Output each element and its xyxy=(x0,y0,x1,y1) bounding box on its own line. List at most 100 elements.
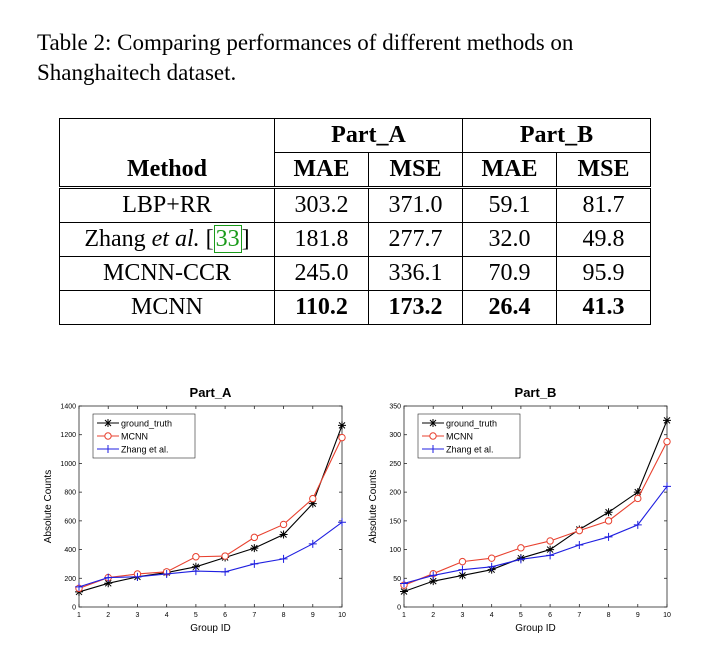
asterisk-marker xyxy=(604,508,613,517)
data-point xyxy=(75,582,83,591)
data-point xyxy=(279,530,288,539)
plus-marker xyxy=(104,573,113,582)
plus-marker xyxy=(250,559,259,568)
x-tick-label: 9 xyxy=(636,612,640,619)
data-point xyxy=(308,499,317,508)
x-tick-label: 8 xyxy=(282,612,286,619)
data-point xyxy=(338,421,346,430)
asterisk-marker xyxy=(308,499,317,508)
group-header-part-a: Part_A xyxy=(274,118,463,153)
x-tick-label: 7 xyxy=(252,612,256,619)
data-point xyxy=(250,544,259,553)
table-row: LBP+RR 303.2 371.0 59.1 81.7 xyxy=(59,186,651,223)
value-cell: 81.7 xyxy=(556,186,651,223)
legend-label: Zhang et al. xyxy=(121,445,169,455)
y-axis-label: Absolute Counts xyxy=(43,470,54,543)
x-tick-label: 10 xyxy=(663,612,671,619)
method-column-header: Method xyxy=(59,152,275,188)
legend-label: ground_truth xyxy=(121,419,172,429)
y-tick-label: 350 xyxy=(389,404,401,411)
y-axis-label: Absolute Counts xyxy=(368,470,379,543)
chart-part-a: Part_A 1 2 3 4 5 6 7 8 9 10 0 200 400 600 800 1000 1200 14… xyxy=(43,385,346,634)
method-cell: MCNN-CCR xyxy=(59,256,275,291)
y-tick-label: 150 xyxy=(389,518,401,525)
y-tick-label: 200 xyxy=(389,490,401,497)
plus-marker xyxy=(221,567,230,576)
x-tick-label: 7 xyxy=(577,612,581,619)
asterisk-marker xyxy=(191,562,200,571)
asterisk-marker xyxy=(104,579,113,588)
y-tick-label: 100 xyxy=(389,547,401,554)
value-cell: 59.1 xyxy=(462,186,557,223)
value-cell: 245.0 xyxy=(274,256,369,291)
legend-marker xyxy=(429,419,437,427)
metric-header-a-mae: MAE xyxy=(274,152,369,188)
asterisk-marker xyxy=(250,544,259,553)
y-tick-label: 50 xyxy=(393,576,401,583)
data-point xyxy=(338,518,346,527)
series-line xyxy=(403,486,668,584)
plus-marker xyxy=(575,540,584,549)
x-tick-label: 8 xyxy=(607,612,611,619)
x-axis-label: Group ID xyxy=(190,623,231,634)
plus-marker xyxy=(604,532,613,541)
plus-marker xyxy=(133,572,142,581)
asterisk-marker xyxy=(400,587,408,596)
method-name-text: Zhang xyxy=(84,226,152,252)
legend-marker xyxy=(429,445,437,453)
data-point xyxy=(221,567,230,576)
x-tick-label: 3 xyxy=(460,612,464,619)
table-corner-cell xyxy=(59,118,275,153)
data-point xyxy=(604,532,613,541)
data-point xyxy=(663,437,671,446)
circle-marker xyxy=(309,494,317,503)
method-cell: Zhang et al. [33] xyxy=(59,222,275,257)
data-point xyxy=(133,572,142,581)
series-line xyxy=(78,425,343,593)
data-point xyxy=(458,571,467,580)
legend-label: MCNN xyxy=(121,432,148,442)
circle-marker xyxy=(487,554,496,562)
citation-link[interactable]: 33 xyxy=(213,225,242,253)
y-tick-label: 0 xyxy=(397,605,401,612)
method-cell: LBP+RR xyxy=(59,186,275,223)
method-etal-text: et al. xyxy=(151,226,200,252)
circle-marker xyxy=(663,437,671,446)
asterisk-marker xyxy=(429,419,437,427)
plus-marker xyxy=(487,562,496,571)
plus-marker xyxy=(104,445,112,453)
data-point xyxy=(634,494,642,503)
y-tick-label: 800 xyxy=(64,490,76,497)
asterisk-marker xyxy=(338,421,346,430)
plus-marker xyxy=(338,518,346,527)
data-point xyxy=(633,488,642,497)
data-point xyxy=(546,551,555,560)
circle-marker xyxy=(279,520,288,529)
table-row: Zhang et al. [33] 181.8 277.7 32.0 49.8 xyxy=(59,222,651,257)
value-cell: 110.2 xyxy=(274,290,369,325)
value-cell: 32.0 xyxy=(462,222,557,257)
y-tick-label: 1000 xyxy=(60,461,76,468)
plus-marker xyxy=(633,520,642,529)
data-point xyxy=(309,494,317,503)
table-row: MCNN 110.2 173.2 26.4 41.3 xyxy=(59,290,651,325)
legend-marker xyxy=(104,445,112,453)
asterisk-marker xyxy=(104,419,112,427)
data-point xyxy=(308,539,317,548)
legend-marker xyxy=(104,419,112,427)
chart-part-a-container: Part_A 1 2 3 4 5 6 7 8 9 10 0 200 400 600 800 1000 1200 14… xyxy=(30,380,355,650)
x-tick-label: 9 xyxy=(311,612,315,619)
value-cell: 26.4 xyxy=(462,290,557,325)
circle-marker xyxy=(429,432,437,440)
data-point xyxy=(279,554,288,563)
data-point xyxy=(575,540,584,549)
data-point xyxy=(517,544,525,552)
chart-title: Part_A xyxy=(190,385,233,400)
y-tick-label: 600 xyxy=(64,518,76,525)
asterisk-marker xyxy=(429,577,438,586)
value-cell: 49.8 xyxy=(556,222,651,257)
chart-title: Part_B xyxy=(515,385,557,400)
x-tick-label: 4 xyxy=(165,612,169,619)
data-point xyxy=(104,573,113,582)
x-tick-label: 5 xyxy=(519,612,523,619)
